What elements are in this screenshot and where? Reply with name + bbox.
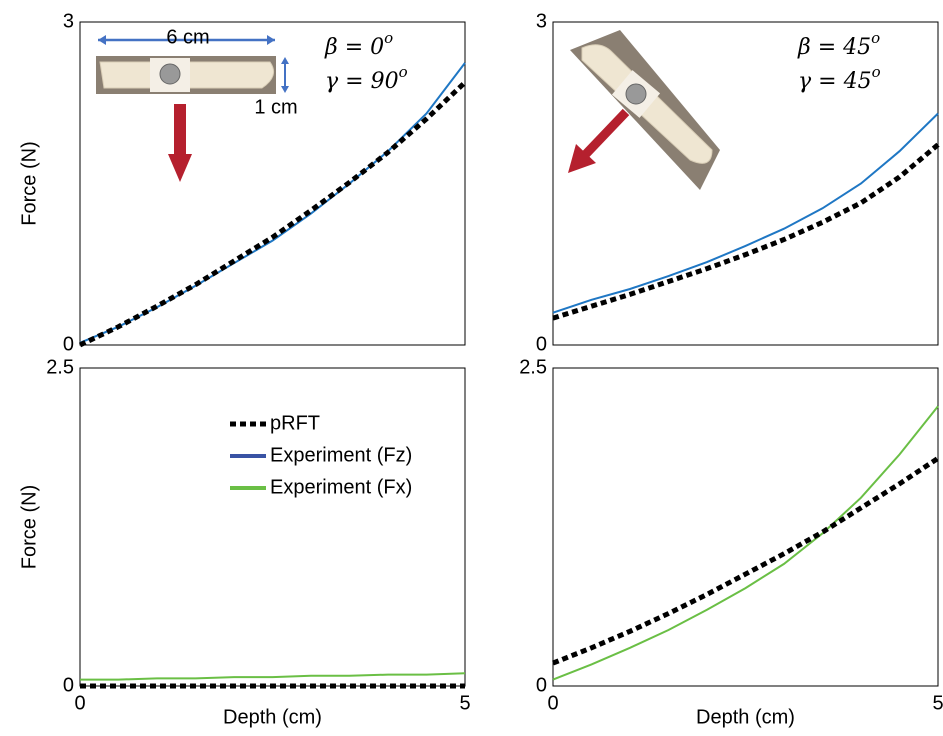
x-tick-label: 5 (459, 692, 470, 714)
plot-frame (79, 21, 466, 346)
dimension-label: 6 cm (166, 26, 209, 48)
y-tick-label: 0 (63, 674, 74, 696)
model-line (552, 456, 940, 666)
y-tick-label: 0 (536, 333, 547, 355)
legend-label: Experiment (Fz) (270, 444, 412, 466)
experiment-line (80, 672, 466, 681)
plot-frame (552, 367, 939, 687)
angle-annotation: γ = 45o (798, 63, 881, 94)
annotation-text: γ = 45 (798, 69, 872, 94)
experiment-line (552, 112, 939, 314)
x-tick-label: 0 (74, 692, 85, 714)
legend-label: pRFT (270, 412, 320, 434)
dimension-label: 1 cm (254, 96, 297, 118)
annotation-superscript: o (384, 29, 393, 47)
y-axis-label: Force (N) (18, 485, 40, 569)
photo-inset-flat (96, 35, 289, 182)
plot-frame (552, 21, 939, 346)
annotation-text: β = 0 (324, 35, 384, 60)
angle-annotation: β = 0o (324, 29, 393, 60)
x-axis-label: Depth (cm) (696, 706, 795, 728)
annotation-superscript: o (399, 63, 408, 81)
angle-annotation: β = 45o (797, 29, 880, 60)
y-tick-label: 3 (536, 10, 547, 32)
y-axis-label: Force (N) (18, 141, 40, 225)
y-tick-label: 0 (63, 333, 74, 355)
panel: 0 2.5 0 5 Depth (cm) (519, 356, 943, 728)
x-tick-label: 5 (932, 692, 943, 714)
y-tick-label: 3 (63, 10, 74, 32)
legend-label: Experiment (Fx) (270, 476, 412, 498)
angle-annotation: γ = 90o (325, 63, 408, 94)
photo-inset-tilted (568, 30, 720, 190)
panel: 0 2.5 0 5 Force (N) Depth (cm) pRFT Experiment … (18, 356, 470, 728)
x-tick-label: 0 (547, 692, 558, 714)
annotation-text: β = 45 (797, 35, 871, 60)
annotation-superscript: o (871, 29, 880, 47)
experiment-line (552, 405, 939, 681)
annotation-superscript: o (872, 63, 881, 81)
y-tick-label: 0 (536, 674, 547, 696)
x-axis-label: Depth (cm) (223, 706, 322, 728)
y-tick-label: 2.5 (46, 356, 74, 378)
model-line (78, 80, 467, 348)
model-line (552, 142, 940, 321)
y-tick-label: 2.5 (519, 356, 547, 378)
annotation-text: γ = 90 (325, 69, 399, 94)
